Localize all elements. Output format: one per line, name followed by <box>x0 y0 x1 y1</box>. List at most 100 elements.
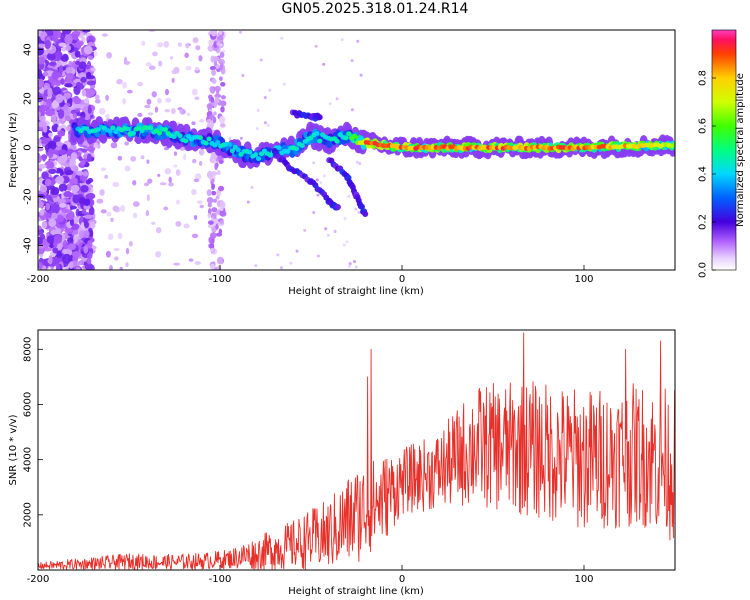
noise-cell <box>147 112 154 116</box>
noise-cell <box>219 51 225 58</box>
ridge-core <box>235 147 241 153</box>
noise-cell <box>56 242 63 251</box>
noise-cell <box>217 185 225 192</box>
noise-cell <box>209 65 217 71</box>
noise-cell <box>140 155 145 160</box>
spectrogram-y-tick-label: -40 <box>23 237 34 253</box>
noise-cell <box>144 104 151 109</box>
noise-cell <box>52 30 62 39</box>
noise-cell <box>132 180 137 186</box>
noise-cell <box>83 98 90 104</box>
noise-cell <box>213 60 218 67</box>
noise-cell <box>211 183 216 190</box>
noise-cell <box>53 234 63 244</box>
noise-cell <box>112 181 120 188</box>
ridge-core <box>247 149 253 155</box>
noise-cell <box>53 136 61 142</box>
noise-cell <box>123 60 131 65</box>
noise-cell <box>112 205 119 212</box>
noise-cell <box>52 86 62 96</box>
noise-cell <box>191 188 197 196</box>
noise-cell <box>289 261 293 265</box>
noise-cell <box>125 262 129 268</box>
noise-cell <box>44 39 51 49</box>
noise-cell <box>206 189 212 197</box>
noise-cell <box>241 74 245 78</box>
noise-cell <box>109 264 113 270</box>
noise-cell <box>105 250 111 258</box>
noise-cell <box>57 108 65 119</box>
spectrogram-y-ticks: -40 -20 0 20 40 <box>23 43 43 254</box>
noise-cell <box>38 196 41 204</box>
noise-cell <box>38 147 44 152</box>
ridge-core <box>226 141 233 147</box>
noise-cell <box>210 247 215 253</box>
noise-cell <box>219 206 224 212</box>
noise-cell <box>137 112 143 117</box>
noise-cell <box>73 97 82 105</box>
noise-cell <box>50 229 61 236</box>
noise-cell <box>100 167 107 172</box>
snr-panel: -200 -100 0 100 2000 4000 6000 8000 Height of … <box>8 329 676 597</box>
ridge-core <box>299 143 305 148</box>
noise-cell <box>73 234 79 243</box>
colorbar-tick-label: 0.0 <box>698 262 709 278</box>
branch-cell <box>362 211 369 218</box>
noise-cell <box>219 115 226 124</box>
snr-y-tick-label: 4000 <box>23 447 34 472</box>
noise-cell <box>195 45 201 51</box>
noise-cell <box>213 111 217 116</box>
noise-cell <box>39 185 48 193</box>
noise-cell <box>316 254 320 258</box>
noise-cell <box>120 205 126 212</box>
noise-cell <box>64 227 73 233</box>
noise-cell <box>62 248 68 254</box>
noise-cell <box>48 168 57 175</box>
noise-cell <box>214 162 218 171</box>
noise-cell <box>86 258 92 265</box>
ridge-core <box>285 148 291 154</box>
noise-cell <box>57 130 66 137</box>
noise-cell <box>163 147 170 151</box>
noise-cell <box>56 141 63 147</box>
noise-cell <box>322 174 326 178</box>
ridge-core <box>156 130 163 136</box>
noise-cell <box>70 184 80 193</box>
snr-x-tick-label: 100 <box>574 574 593 585</box>
noise-cell <box>38 231 43 236</box>
noise-cell <box>80 184 89 193</box>
noise-cell <box>44 178 52 187</box>
ridge-core <box>343 135 349 141</box>
noise-cell <box>104 113 110 119</box>
noise-cell <box>122 98 126 105</box>
snr-series-line <box>38 332 675 570</box>
noise-cell <box>354 265 358 269</box>
noise-cell <box>159 182 167 186</box>
colorbar-tick-label: 0.6 <box>698 118 709 134</box>
noise-cell <box>175 169 181 176</box>
noise-cell <box>206 122 214 127</box>
noise-cell <box>86 80 96 86</box>
noise-cell <box>38 115 46 122</box>
noise-cell <box>173 164 178 168</box>
noise-cell <box>342 243 346 247</box>
noise-cell <box>146 98 152 105</box>
colorbar-tick-label: 0.2 <box>698 214 709 230</box>
spectrogram-y-label: Frequency (Hz) <box>8 112 19 188</box>
noise-cell <box>65 66 73 74</box>
noise-cell <box>86 192 96 200</box>
noise-cell <box>106 51 112 59</box>
noise-cell <box>81 30 91 33</box>
noise-cell <box>51 212 58 220</box>
spectrogram-y-tick-label: 0 <box>23 144 34 150</box>
noise-cell <box>72 113 78 119</box>
ridge-core <box>110 125 116 131</box>
spectrogram-x-tick-label: 100 <box>574 274 593 285</box>
noise-cell <box>212 213 217 220</box>
noise-cell <box>173 151 178 156</box>
noise-cell <box>276 253 280 257</box>
noise-cell <box>84 214 93 219</box>
noise-cell <box>185 65 192 71</box>
ridge-core <box>346 131 352 137</box>
noise-cell <box>94 99 101 104</box>
